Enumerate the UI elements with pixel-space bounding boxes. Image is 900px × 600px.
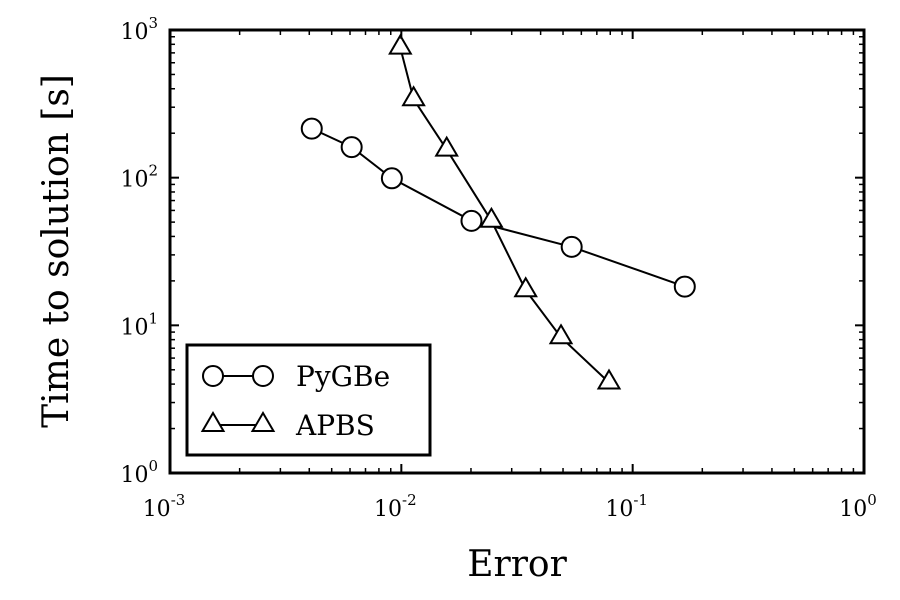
x-tick-label: 100 <box>839 491 877 522</box>
data-point-apbs <box>401 85 426 107</box>
x-tick-label: 10-2 <box>374 491 417 522</box>
plot-frame <box>168 28 866 475</box>
data-point-apbs <box>388 33 413 55</box>
data-point-apbs <box>479 206 504 228</box>
data-point-pygbe <box>460 209 483 232</box>
data-point-pygbe <box>300 117 323 140</box>
y-tick-exponent: 0 <box>148 457 158 475</box>
y-tick-base: 10 <box>120 463 148 488</box>
legend: PyGBe APBS <box>185 343 432 457</box>
y-tick-exponent: 3 <box>148 14 158 32</box>
x-tick-exponent: -1 <box>633 491 648 509</box>
data-point-pygbe <box>560 235 583 258</box>
y-tick-base: 10 <box>120 20 148 45</box>
y-tick-base: 10 <box>120 315 148 340</box>
series-line-apbs <box>399 47 610 384</box>
x-tick-exponent: -2 <box>402 491 417 509</box>
legend-marker-pygbe <box>202 365 224 387</box>
y-tick-label: 100 <box>120 457 158 488</box>
y-tick-label: 103 <box>120 14 158 45</box>
legend-marker-apbs <box>200 411 226 432</box>
y-tick-exponent: 2 <box>148 162 158 180</box>
x-tick-base: 10 <box>839 497 867 522</box>
x-tick-base: 10 <box>605 497 633 522</box>
x-tick-exponent: 0 <box>867 491 877 509</box>
data-point-apbs <box>434 135 459 157</box>
y-tick-base: 10 <box>120 168 148 193</box>
data-point-apbs <box>513 276 538 298</box>
legend-frame <box>185 343 432 457</box>
y-tick-label: 101 <box>120 309 158 340</box>
x-tick-base: 10 <box>374 497 402 522</box>
legend-label-apbs: APBS <box>295 409 375 442</box>
legend-marker-apbs <box>250 411 276 432</box>
x-tick-label: 10-3 <box>143 491 186 522</box>
x-tick-base: 10 <box>143 497 171 522</box>
data-point-apbs <box>548 323 574 345</box>
data-point-apbs <box>596 368 622 390</box>
plot-marks <box>300 33 696 390</box>
x-tick-label: 10-1 <box>605 491 648 522</box>
data-point-pygbe <box>673 275 696 298</box>
y-tick-label: 102 <box>120 162 158 193</box>
x-tick-exponent: -3 <box>171 491 186 509</box>
legend-label-pygbe: PyGBe <box>296 360 390 393</box>
series-line-pygbe <box>311 127 686 288</box>
x-axis-title: Error <box>467 544 567 585</box>
y-tick-exponent: 1 <box>148 309 158 327</box>
data-point-pygbe <box>380 167 403 190</box>
legend-marker-pygbe <box>252 365 274 387</box>
y-axis-title: Time to solution [s] <box>36 74 77 428</box>
data-point-pygbe <box>340 136 363 159</box>
